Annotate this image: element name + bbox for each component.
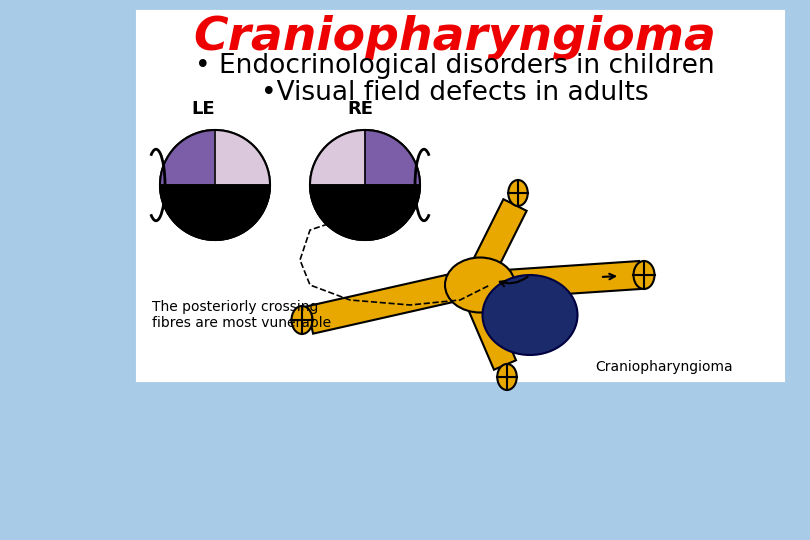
Circle shape — [160, 130, 270, 240]
Wedge shape — [310, 130, 365, 185]
Ellipse shape — [497, 364, 517, 390]
Wedge shape — [365, 130, 420, 185]
Polygon shape — [464, 291, 516, 370]
Text: The posteriorly crossing
fibres are most vunerable: The posteriorly crossing fibres are most… — [152, 300, 331, 330]
Text: Craniopharyngioma: Craniopharyngioma — [194, 15, 716, 60]
Text: •Visual field defects in adults: •Visual field defects in adults — [261, 80, 649, 106]
Polygon shape — [489, 261, 641, 299]
Ellipse shape — [292, 306, 313, 334]
Text: LE: LE — [191, 100, 215, 118]
Wedge shape — [310, 185, 420, 240]
Ellipse shape — [633, 261, 654, 289]
Wedge shape — [160, 185, 270, 240]
Bar — [138, 12, 783, 380]
Polygon shape — [468, 199, 526, 281]
Text: RE: RE — [347, 100, 373, 118]
Polygon shape — [307, 271, 468, 334]
Ellipse shape — [445, 258, 515, 313]
Ellipse shape — [483, 275, 578, 355]
Text: • Endocrinological disorders in children: • Endocrinological disorders in children — [195, 53, 714, 79]
Ellipse shape — [508, 180, 528, 206]
Text: Craniopharyngioma: Craniopharyngioma — [595, 360, 732, 374]
Wedge shape — [160, 130, 215, 185]
Wedge shape — [215, 130, 270, 185]
Circle shape — [310, 130, 420, 240]
